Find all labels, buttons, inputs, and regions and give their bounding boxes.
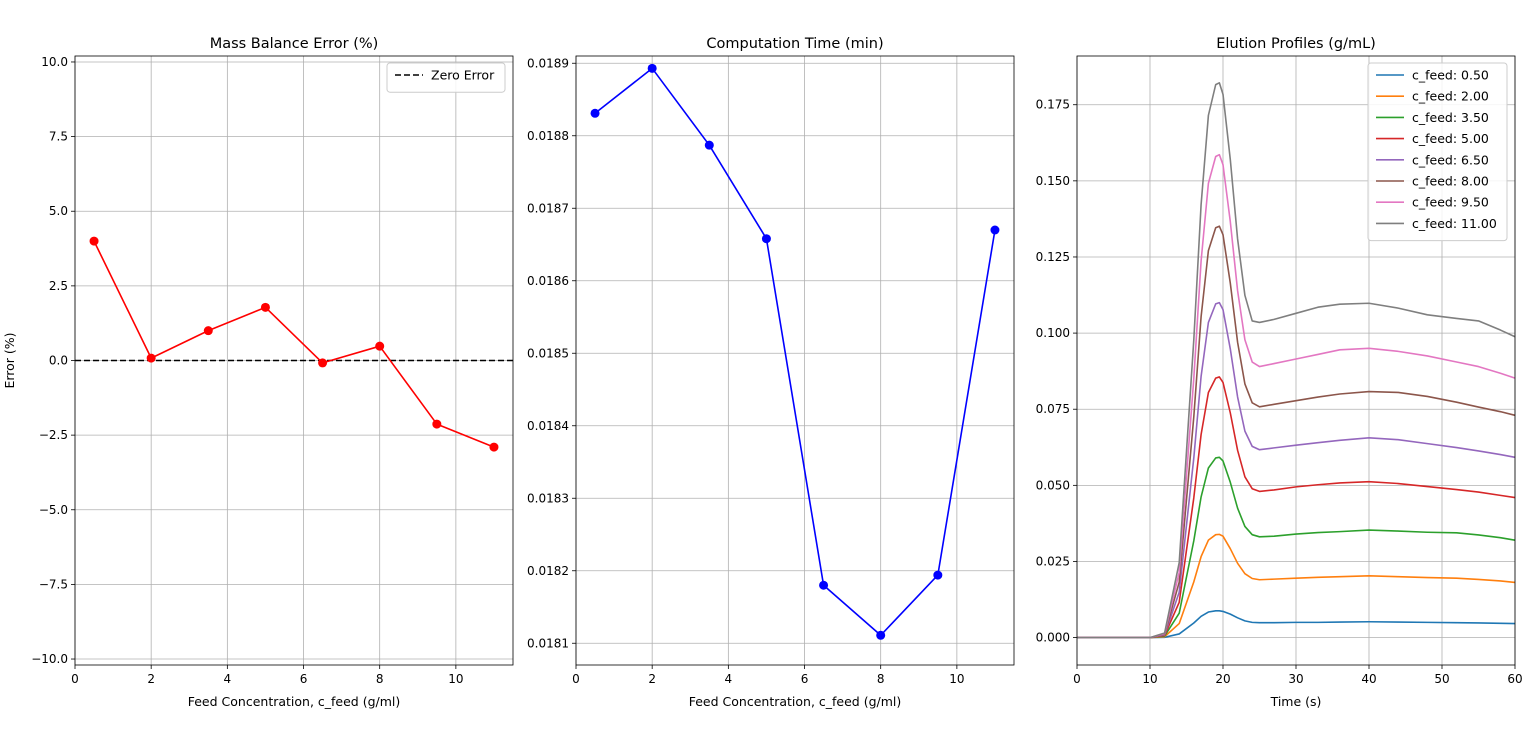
y-tick-label: −10.0 — [31, 652, 68, 666]
x-tick-label: 4 — [224, 672, 232, 686]
y-tick-label: 7.5 — [49, 130, 68, 144]
series-line-3 — [1077, 456, 1516, 639]
series-line-1 — [594, 67, 996, 637]
data-point — [89, 236, 99, 246]
axes-frame — [1076, 55, 1516, 666]
legend-label: Zero Error — [431, 68, 495, 83]
chart-2: 0 2 4 6 8 10 0.0181 0.0182 0.0183 0.0184 0.0185 0.0… — [527, 36, 1015, 709]
legend-box — [1367, 62, 1508, 242]
axes-frame — [575, 55, 1015, 666]
y-tick-label: 0.0186 — [527, 274, 569, 288]
y-tick-label: 0.0183 — [527, 491, 569, 505]
y-tick-label: 0.000 — [1036, 631, 1070, 645]
y-tick-label: 0.0187 — [527, 201, 569, 215]
data-point — [375, 341, 385, 351]
legend-box — [386, 62, 506, 93]
x-tick-label: 60 — [1507, 672, 1522, 686]
x-axis-label: Feed Concentration, c_feed (g/ml) — [188, 694, 401, 709]
x-tick-label: 2 — [147, 672, 155, 686]
y-tick-label: 5.0 — [49, 204, 68, 218]
axes-frame — [74, 55, 514, 666]
data-point — [432, 419, 442, 429]
chart-1: 0 2 4 6 8 10 −10.0 −7.5 −5.0 −2.5 0.0 2.5 5.0 7.5 10.0… — [2, 36, 514, 709]
y-tick-label: 0.150 — [1036, 174, 1070, 188]
chart-title: Computation Time (min) — [706, 36, 883, 52]
y-tick-label: 0.0189 — [527, 56, 569, 70]
series-line-5 — [1077, 301, 1516, 639]
legend-label: c_feed: 0.50 — [1412, 68, 1489, 83]
x-tick-label: 2 — [648, 672, 656, 686]
y-axis-label: Error (%) — [2, 332, 17, 388]
series-line-1 — [93, 240, 495, 448]
data-point — [260, 302, 270, 312]
data-point — [590, 108, 600, 118]
series-line-8 — [1077, 81, 1516, 639]
y-tick-label: 0.100 — [1036, 326, 1070, 340]
x-tick-label: 40 — [1361, 672, 1376, 686]
legend-label: c_feed: 11.00 — [1412, 216, 1497, 231]
data-point — [318, 358, 328, 368]
x-tick-label: 4 — [725, 672, 733, 686]
legend-label: c_feed: 3.50 — [1412, 110, 1489, 125]
x-tick-label: 8 — [877, 672, 885, 686]
data-point — [819, 580, 829, 590]
chart-3: 0 10 20 30 40 50 60 0.000 0.025 0.050 0.075 0.100 0.… — [1036, 36, 1523, 709]
y-tick-label: 0.0182 — [527, 564, 569, 578]
y-tick-label: 0.0188 — [527, 129, 569, 143]
x-tick-label: 30 — [1288, 672, 1303, 686]
data-point — [203, 326, 213, 336]
y-tick-label: 2.5 — [49, 279, 68, 293]
y-tick-label: 0.125 — [1036, 250, 1070, 264]
x-tick-label: 10 — [949, 672, 964, 686]
y-tick-label: 10.0 — [41, 55, 68, 69]
x-tick-label: 20 — [1215, 672, 1230, 686]
legend-label: c_feed: 2.00 — [1412, 89, 1489, 104]
series-line-1 — [1077, 609, 1516, 639]
data-point — [647, 63, 657, 73]
y-tick-label: −5.0 — [39, 503, 68, 517]
legend: c_feed: 0.50 c_feed: 2.00 c_feed: 3.50 c_fe… — [1367, 62, 1508, 242]
y-tick-label: −7.5 — [39, 577, 68, 591]
x-tick-label: 6 — [300, 672, 308, 686]
y-tick-label: −2.5 — [39, 428, 68, 442]
data-point — [876, 630, 886, 640]
y-tick-label: 0.0181 — [527, 636, 569, 650]
series-line-4 — [1077, 376, 1516, 639]
data-point — [489, 442, 499, 452]
data-point — [761, 234, 771, 244]
data-point — [704, 140, 714, 150]
x-tick-label: 10 — [1142, 672, 1157, 686]
y-tick-label: 0.175 — [1036, 98, 1070, 112]
legend-label: c_feed: 5.00 — [1412, 131, 1489, 146]
y-tick-label: 0.0185 — [527, 346, 569, 360]
chart-title: Mass Balance Error (%) — [210, 36, 379, 52]
data-point — [933, 570, 943, 580]
series-line-2 — [1077, 533, 1516, 639]
series-line-7 — [1077, 153, 1516, 639]
x-tick-label: 6 — [801, 672, 809, 686]
y-tick-label: 0.050 — [1036, 478, 1070, 492]
x-axis-label: Feed Concentration, c_feed (g/ml) — [689, 694, 902, 709]
x-tick-label: 0 — [1073, 672, 1081, 686]
y-tick-label: 0.0 — [49, 354, 68, 368]
legend: Zero Error — [386, 62, 506, 93]
legend-label: c_feed: 8.00 — [1412, 174, 1489, 189]
x-tick-label: 10 — [448, 672, 463, 686]
data-point — [990, 225, 1000, 235]
x-tick-label: 8 — [376, 672, 384, 686]
y-tick-label: 0.075 — [1036, 402, 1070, 416]
chart-title: Elution Profiles (g/mL) — [1216, 36, 1376, 52]
y-tick-label: 0.0184 — [527, 419, 569, 433]
x-tick-label: 0 — [572, 672, 580, 686]
y-tick-label: 0.025 — [1036, 554, 1070, 568]
x-axis-label: Time (s) — [1270, 694, 1322, 709]
data-point — [146, 353, 156, 363]
x-tick-label: 0 — [71, 672, 79, 686]
legend-label: c_feed: 9.50 — [1412, 195, 1489, 210]
x-tick-label: 50 — [1434, 672, 1449, 686]
grid — [575, 56, 1014, 665]
legend-label: c_feed: 6.50 — [1412, 152, 1489, 167]
series-line-6 — [1077, 225, 1516, 639]
